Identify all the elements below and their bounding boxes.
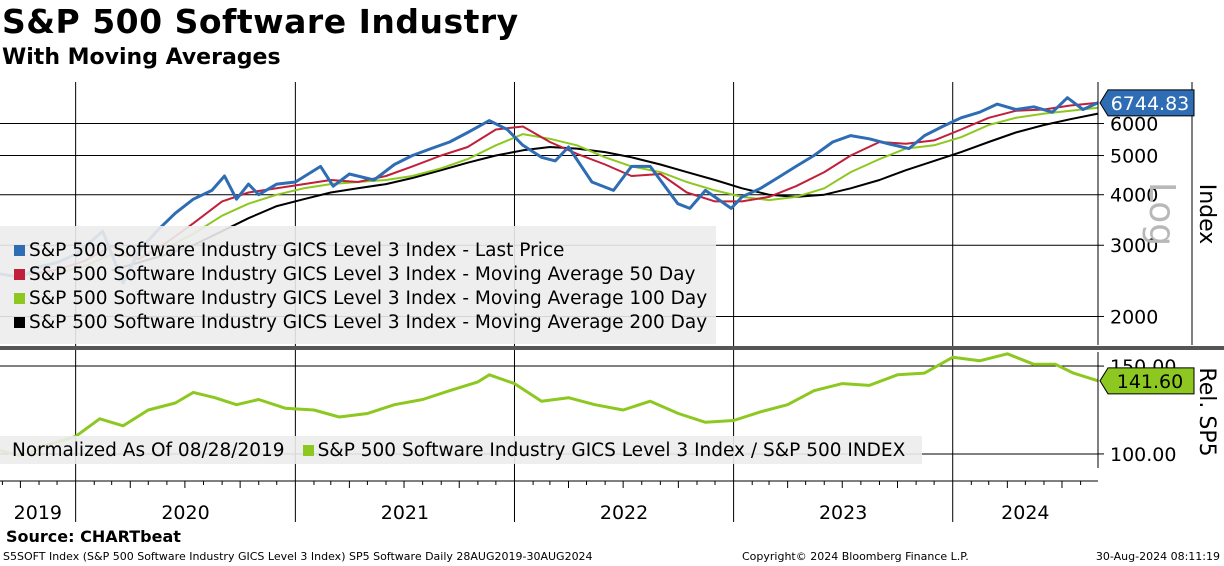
axes [0, 82, 1224, 488]
rel-tick-label-100: 100.00 [1110, 444, 1176, 466]
relative-line [0, 352, 1099, 458]
price-axis-title: Index [1194, 184, 1219, 245]
x-tick-label-2024: 2024 [1001, 502, 1049, 524]
chart-subtitle: With Moving Averages [2, 45, 281, 70]
footer-copyright: Copyright© 2024 Bloomberg Finance L.P. [742, 550, 969, 563]
legend-label-ma50: S&P 500 Software Industry GICS Level 3 I… [29, 263, 696, 285]
log-scale-label: Log [1141, 182, 1182, 246]
x-tick-label-2023: 2023 [819, 502, 867, 524]
x-tick-label-2021: 2021 [381, 502, 429, 524]
x-tick-label-2020: 2020 [161, 502, 209, 524]
last-price-tag-label: 6744.83 [1111, 93, 1190, 115]
legend-item-last-price: S&P 500 Software Industry GICS Level 3 I… [14, 238, 564, 262]
relative-axis-title: Rel. SP5 [1194, 367, 1219, 456]
price-line-ma100 [56, 106, 1099, 275]
legend-item-ma200: S&P 500 Software Industry GICS Level 3 I… [14, 310, 707, 334]
legend-label-ma100: S&P 500 Software Industry GICS Level 3 I… [29, 287, 708, 309]
legend-swatch-ma50 [14, 268, 25, 280]
legend-swatch-relative [302, 444, 314, 456]
x-tick-label-2019: 2019 [14, 502, 62, 524]
price-series-group [0, 96, 1099, 285]
legend-swatch-ma100 [14, 292, 25, 304]
relative-last-tag [1099, 367, 1195, 395]
price-tick-label-6000: 6000 [1110, 114, 1158, 136]
price-legend: S&P 500 Software Industry GICS Level 3 I… [0, 226, 716, 344]
relative-legend: Normalized As Of 08/28/2019 S&P 500 Soft… [0, 436, 922, 464]
price-tick-label-4000: 4000 [1110, 185, 1158, 207]
x-tick-label-2022: 2022 [600, 502, 648, 524]
relative-last-tag-label: 141.60 [1117, 371, 1183, 393]
price-line-last [0, 96, 1099, 285]
normalized-note: Normalized As Of 08/28/2019 [12, 439, 285, 461]
legend-item-ma50: S&P 500 Software Industry GICS Level 3 I… [14, 262, 695, 286]
legend-label-ma200: S&P 500 Software Industry GICS Level 3 I… [29, 311, 708, 333]
price-tick-label-5000: 5000 [1110, 146, 1158, 168]
price-tick-label-2000: 2000 [1110, 306, 1158, 328]
chart-title: S&P 500 Software Industry [2, 2, 519, 41]
last-price-tag [1099, 89, 1195, 117]
footer-ticker-info: S5SOFT Index (S&P 500 Software Industry … [3, 550, 593, 563]
price-tick-label-3000: 3000 [1110, 235, 1158, 257]
price-line-ma200 [111, 112, 1099, 272]
panel-divider [0, 346, 1224, 350]
footer-timestamp: 30-Aug-2024 08:11:19 [1095, 550, 1220, 563]
price-line-ma50 [28, 101, 1099, 276]
relative-series-group [0, 352, 1099, 458]
legend-swatch-last-price [14, 244, 25, 256]
legend-item-ma100: S&P 500 Software Industry GICS Level 3 I… [14, 286, 707, 310]
legend-swatch-ma200 [14, 316, 25, 328]
legend-label-relative: S&P 500 Software Industry GICS Level 3 I… [317, 439, 906, 461]
source-label: Source: CHARTbeat [6, 527, 181, 546]
legend-label-last-price: S&P 500 Software Industry GICS Level 3 I… [29, 239, 565, 261]
